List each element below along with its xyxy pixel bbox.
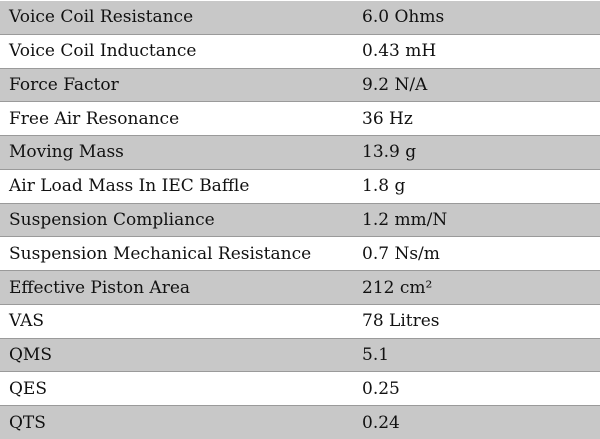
spec-row: Air Load Mass In IEC Baffle 1.8 g — [0, 169, 600, 204]
spec-value: 212 cm² — [362, 277, 433, 298]
spec-name: Free Air Resonance — [9, 108, 180, 129]
spec-row: QES 0.25 — [0, 372, 600, 407]
spec-value: 1.2 mm/N — [362, 209, 448, 230]
spec-row: Suspension Compliance 1.2 mm/N — [0, 203, 600, 238]
spec-name: Voice Coil Inductance — [9, 41, 197, 62]
spec-name: Voice Coil Resistance — [9, 7, 194, 28]
spec-row: VAS 78 Litres — [0, 304, 600, 339]
spec-value: 36 Hz — [362, 108, 413, 129]
spec-row: Suspension Mechanical Resistance 0.7 Ns/… — [0, 237, 600, 272]
spec-name: Effective Piston Area — [9, 277, 191, 298]
spec-row: QTS 0.24 — [0, 406, 600, 439]
spec-value: 6.0 Ohms — [362, 7, 445, 28]
spec-value: 5.1 — [362, 345, 390, 366]
spec-name: Force Factor — [9, 74, 119, 95]
spec-value: 0.25 — [362, 378, 400, 399]
spec-row: Voice Coil Inductance 0.43 mH — [0, 34, 600, 69]
spec-name: QMS — [9, 345, 52, 366]
spec-value: 0.24 — [362, 412, 400, 433]
spec-value: 0.43 mH — [362, 41, 437, 62]
spec-name: Air Load Mass In IEC Baffle — [9, 176, 250, 197]
spec-row: Voice Coil Resistance 6.0 Ohms — [0, 1, 600, 35]
spec-value: 13.9 g — [362, 142, 417, 163]
spec-row: Effective Piston Area 212 cm² — [0, 271, 600, 305]
spec-name: Suspension Compliance — [9, 209, 215, 230]
spec-name: QES — [9, 378, 47, 399]
spec-name: VAS — [9, 311, 45, 332]
spec-value: 0.7 Ns/m — [362, 243, 440, 264]
spec-row: Free Air Resonance 36 Hz — [0, 102, 600, 137]
spec-value: 9.2 N/A — [362, 74, 428, 95]
spec-name: QTS — [9, 412, 46, 433]
spec-name: Moving Mass — [9, 142, 124, 163]
spec-name: Suspension Mechanical Resistance — [9, 243, 312, 264]
spec-row: Force Factor 9.2 N/A — [0, 68, 600, 103]
spec-value: 1.8 g — [362, 176, 406, 197]
spec-row: Moving Mass 13.9 g — [0, 136, 600, 170]
spec-value: 78 Litres — [362, 311, 440, 332]
spec-row: QMS 5.1 — [0, 338, 600, 373]
